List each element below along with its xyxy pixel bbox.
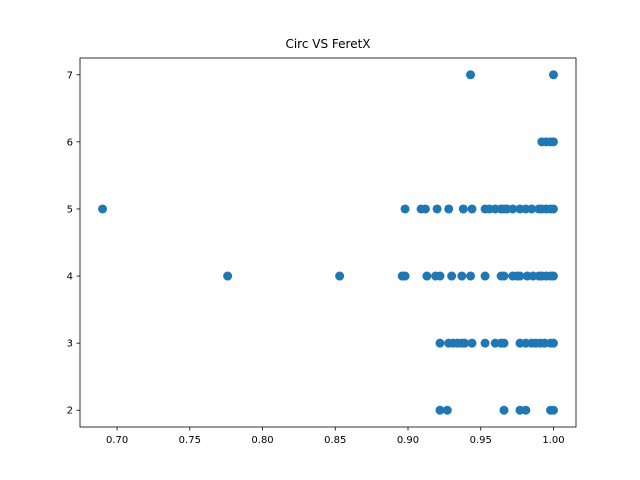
x-tick-label: 0.70 (106, 435, 128, 446)
data-point (499, 271, 509, 281)
data-point (480, 271, 490, 281)
data-point (467, 204, 477, 214)
y-tick-label: 6 (67, 137, 73, 148)
y-tick-label: 2 (67, 406, 73, 417)
plot-frame (79, 57, 577, 428)
chart-title: Circ VS FeretX (285, 37, 370, 51)
data-point (435, 405, 445, 415)
data-point (548, 405, 558, 415)
data-point (442, 405, 452, 415)
y-tick-label: 4 (67, 272, 73, 283)
data-point (420, 204, 430, 214)
data-point (335, 271, 345, 281)
data-point (499, 338, 509, 348)
data-point (467, 338, 477, 348)
x-tick-label: 1.00 (542, 435, 564, 446)
data-point (432, 204, 442, 214)
data-point (444, 204, 454, 214)
data-point (400, 204, 410, 214)
data-point (458, 204, 468, 214)
data-point (435, 338, 445, 348)
points-layer (98, 70, 558, 415)
data-point (223, 271, 233, 281)
y-tick-label: 3 (67, 339, 73, 350)
x-tick-label: 0.85 (324, 435, 346, 446)
data-point (527, 204, 537, 214)
data-point (515, 271, 525, 281)
data-point (548, 338, 558, 348)
data-point (521, 405, 531, 415)
data-point (435, 271, 445, 281)
data-point (548, 70, 558, 80)
data-point (422, 271, 432, 281)
data-point (508, 204, 518, 214)
data-point (480, 338, 490, 348)
data-point (499, 405, 509, 415)
x-tick-label: 0.95 (470, 435, 492, 446)
data-point (548, 204, 558, 214)
data-point (457, 271, 467, 281)
data-point (447, 271, 457, 281)
x-tick-label: 0.80 (251, 435, 273, 446)
y-tick-label: 5 (67, 204, 73, 215)
x-tick-label: 0.75 (179, 435, 201, 446)
data-point (460, 338, 470, 348)
x-tick-label: 0.90 (397, 435, 419, 446)
data-point (548, 137, 558, 147)
y-tick-label: 7 (67, 70, 73, 81)
x-axis: 0.70 0.75 0.80 0.85 0.90 0.95 1.00 (106, 427, 565, 446)
data-point (466, 271, 476, 281)
data-point (548, 271, 558, 281)
data-point (400, 271, 410, 281)
data-point (466, 70, 476, 80)
data-point (98, 204, 108, 214)
y-axis: 2 3 4 5 6 7 (67, 70, 80, 417)
